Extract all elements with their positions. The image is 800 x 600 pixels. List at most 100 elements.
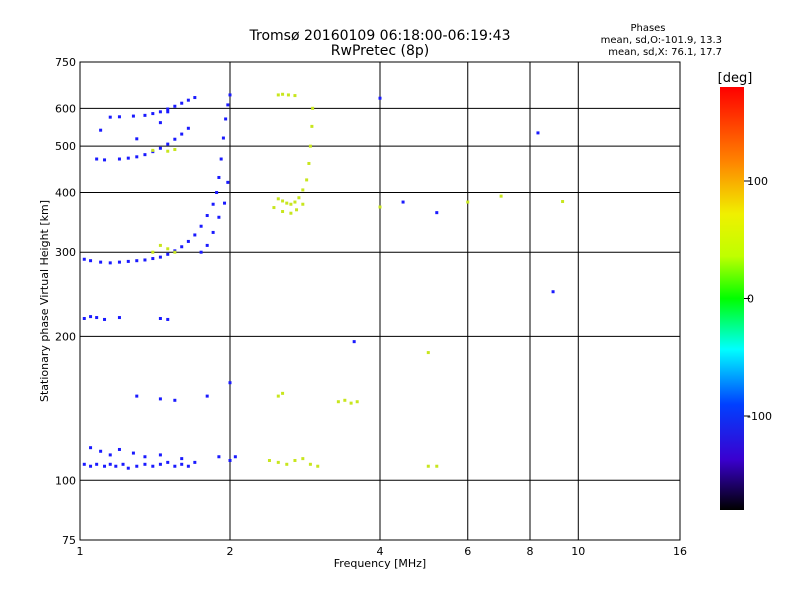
x-tick-label: 1 <box>77 545 84 558</box>
x-tick-label: 8 <box>527 545 534 558</box>
data-point-x <box>466 200 470 204</box>
data-point-o <box>89 446 93 450</box>
data-point-x <box>316 464 320 468</box>
data-point-x <box>561 200 565 204</box>
data-point-o <box>211 230 215 234</box>
data-point-o <box>186 126 190 130</box>
data-point-o <box>226 103 230 107</box>
y-tick-label: 750 <box>55 56 76 69</box>
data-point-o <box>143 113 147 117</box>
data-point-o <box>224 117 228 121</box>
chart-subtitle: RwPretec (8p) <box>331 43 429 59</box>
data-point-o <box>99 260 103 264</box>
data-point-o <box>226 180 230 184</box>
data-point-x <box>281 391 285 395</box>
data-point-o <box>121 462 125 466</box>
data-point-o <box>103 158 107 162</box>
data-point-o <box>117 260 121 264</box>
data-point-o <box>180 132 184 136</box>
y-axis-label: Stationary phase Virtual Height [km] <box>38 200 51 402</box>
data-point-o <box>166 252 170 256</box>
data-point-o <box>143 462 147 466</box>
data-point-o <box>89 259 93 263</box>
data-point-o <box>228 93 232 97</box>
data-point-x <box>355 400 359 404</box>
data-point-o <box>103 464 107 468</box>
data-point-o <box>158 121 162 125</box>
data-point-o <box>193 460 197 464</box>
data-point-o <box>108 115 112 119</box>
data-point-x <box>276 93 280 97</box>
data-point-x <box>293 200 297 204</box>
data-point-o <box>173 398 177 402</box>
data-point-x <box>166 247 170 251</box>
data-point-o <box>117 157 121 161</box>
colorbar-label: [deg] <box>718 71 753 86</box>
y-tick-label: 500 <box>55 140 76 153</box>
colorbar-tick-label: 0 <box>747 293 754 306</box>
data-point-o <box>166 142 170 146</box>
data-point-o <box>352 340 356 344</box>
data-point-o <box>103 317 107 321</box>
data-point-o <box>199 224 203 228</box>
data-point-o <box>186 464 190 468</box>
y-tick-label: 400 <box>55 186 76 199</box>
data-point-o <box>217 455 221 459</box>
y-tick-label: 75 <box>62 534 76 547</box>
data-point-o <box>89 464 93 468</box>
data-point-o <box>166 107 170 111</box>
data-point-o <box>166 110 170 114</box>
data-point-o <box>89 315 93 319</box>
data-point-o <box>151 112 155 116</box>
data-point-o <box>126 259 130 263</box>
y-tick-label: 200 <box>55 330 76 343</box>
data-point-o <box>143 455 147 459</box>
data-point-o <box>143 258 147 262</box>
data-point-o <box>117 447 121 451</box>
axis-ticks: 1 2 4 6 8 10 16 75 100 200 300 400 500 600 750 <box>55 56 687 558</box>
data-point-o <box>228 381 232 385</box>
data-point-o <box>193 96 197 100</box>
data-point-x <box>151 250 155 254</box>
data-point-o <box>205 243 209 247</box>
data-points <box>82 92 565 470</box>
data-point-o <box>108 453 112 457</box>
data-point-o <box>95 316 99 320</box>
data-point-x <box>301 202 305 206</box>
data-point-o <box>117 115 121 119</box>
data-point-o <box>173 137 177 141</box>
data-point-o <box>205 214 209 218</box>
data-point-o <box>158 146 162 150</box>
data-point-o <box>158 453 162 457</box>
colorbar <box>720 87 744 510</box>
data-point-o <box>180 462 184 466</box>
data-point-x <box>285 462 289 466</box>
data-point-o <box>135 259 139 263</box>
data-point-o <box>117 316 121 320</box>
data-point-x <box>272 206 276 210</box>
data-point-o <box>223 201 227 205</box>
data-point-x <box>308 462 312 466</box>
data-point-o <box>99 128 103 132</box>
data-point-o <box>108 462 112 466</box>
data-point-x <box>378 205 382 209</box>
data-point-o <box>199 250 203 254</box>
x-tick-label: 16 <box>673 545 687 558</box>
data-point-o <box>126 466 130 470</box>
data-point-x <box>311 106 315 110</box>
data-point-o <box>135 155 139 159</box>
data-point-o <box>219 157 223 161</box>
data-point-o <box>82 316 86 320</box>
data-point-o <box>193 233 197 237</box>
data-point-x <box>151 148 155 152</box>
data-point-o <box>108 261 112 265</box>
data-point-o <box>143 153 147 157</box>
data-point-o <box>173 104 177 108</box>
x-tick-label: 6 <box>464 545 471 558</box>
data-point-x <box>289 202 293 206</box>
stats-line-x: mean, sd,X: 76.1, 17.7 <box>608 47 722 58</box>
data-point-x <box>435 464 439 468</box>
data-point-o <box>82 462 86 466</box>
data-point-o <box>99 449 103 453</box>
